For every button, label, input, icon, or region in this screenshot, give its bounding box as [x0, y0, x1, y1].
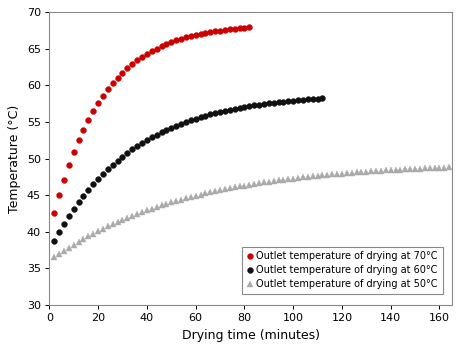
Outlet temperature of drying at 50°C [368, 169, 373, 174]
Outlet temperature of drying at 60°C [227, 108, 232, 112]
Outlet temperature of drying at 70°C [100, 94, 106, 98]
Outlet temperature of drying at 70°C [56, 193, 62, 197]
Outlet temperature of drying at 70°C [110, 81, 115, 85]
Outlet temperature of drying at 70°C [119, 71, 125, 75]
Outlet temperature of drying at 70°C [173, 38, 179, 43]
Outlet temperature of drying at 60°C [202, 114, 208, 118]
Outlet temperature of drying at 70°C [192, 33, 198, 37]
Outlet temperature of drying at 70°C [66, 163, 72, 167]
Line: Outlet temperature of drying at 70°C: Outlet temperature of drying at 70°C [51, 25, 252, 216]
Outlet temperature of drying at 50°C [236, 184, 242, 189]
Outlet temperature of drying at 70°C [178, 37, 184, 41]
Outlet temperature of drying at 50°C [158, 203, 164, 208]
Line: Outlet temperature of drying at 60°C: Outlet temperature of drying at 60°C [51, 95, 325, 244]
Outlet temperature of drying at 60°C [51, 239, 57, 243]
Outlet temperature of drying at 70°C [241, 26, 246, 30]
Outlet temperature of drying at 50°C [51, 255, 57, 259]
Legend: Outlet temperature of drying at 70°C, Outlet temperature of drying at 60°C, Outl: Outlet temperature of drying at 70°C, Ou… [241, 246, 442, 294]
Outlet temperature of drying at 70°C [134, 58, 140, 62]
Outlet temperature of drying at 50°C [446, 165, 451, 169]
Outlet temperature of drying at 70°C [90, 109, 96, 113]
Outlet temperature of drying at 70°C [227, 27, 232, 32]
Outlet temperature of drying at 70°C [124, 66, 130, 70]
Outlet temperature of drying at 60°C [319, 96, 325, 100]
Outlet temperature of drying at 70°C [231, 27, 237, 31]
Outlet temperature of drying at 70°C [144, 52, 149, 56]
Outlet temperature of drying at 60°C [149, 135, 154, 139]
Outlet temperature of drying at 70°C [105, 87, 110, 91]
Outlet temperature of drying at 70°C [246, 25, 252, 29]
Outlet temperature of drying at 70°C [129, 62, 134, 66]
Outlet temperature of drying at 70°C [149, 49, 154, 53]
Outlet temperature of drying at 70°C [168, 40, 174, 44]
Outlet temperature of drying at 70°C [183, 35, 188, 40]
Outlet temperature of drying at 70°C [154, 47, 159, 51]
Outlet temperature of drying at 70°C [95, 101, 101, 105]
Outlet temperature of drying at 70°C [71, 150, 76, 154]
Outlet temperature of drying at 70°C [158, 44, 164, 48]
Outlet temperature of drying at 70°C [202, 31, 208, 35]
Outlet temperature of drying at 70°C [207, 30, 213, 34]
Outlet temperature of drying at 50°C [358, 170, 364, 174]
Outlet temperature of drying at 50°C [144, 208, 149, 212]
Y-axis label: Temperature (°C): Temperature (°C) [8, 104, 21, 213]
Outlet temperature of drying at 70°C [139, 55, 145, 59]
Outlet temperature of drying at 70°C [212, 29, 218, 33]
Outlet temperature of drying at 60°C [217, 110, 222, 114]
Outlet temperature of drying at 70°C [115, 76, 120, 80]
Outlet temperature of drying at 70°C [61, 177, 67, 182]
X-axis label: Drying time (minutes): Drying time (minutes) [181, 329, 319, 342]
Outlet temperature of drying at 70°C [188, 34, 193, 38]
Outlet temperature of drying at 70°C [163, 42, 169, 46]
Outlet temperature of drying at 70°C [217, 28, 222, 33]
Outlet temperature of drying at 70°C [236, 26, 242, 30]
Outlet temperature of drying at 70°C [80, 128, 86, 132]
Outlet temperature of drying at 60°C [256, 103, 261, 107]
Outlet temperature of drying at 70°C [85, 118, 91, 122]
Outlet temperature of drying at 70°C [222, 28, 227, 32]
Outlet temperature of drying at 70°C [76, 138, 81, 142]
Outlet temperature of drying at 50°C [163, 202, 169, 206]
Outlet temperature of drying at 70°C [197, 32, 203, 36]
Line: Outlet temperature of drying at 50°C: Outlet temperature of drying at 50°C [51, 164, 451, 260]
Outlet temperature of drying at 70°C [51, 210, 57, 215]
Outlet temperature of drying at 60°C [56, 230, 62, 234]
